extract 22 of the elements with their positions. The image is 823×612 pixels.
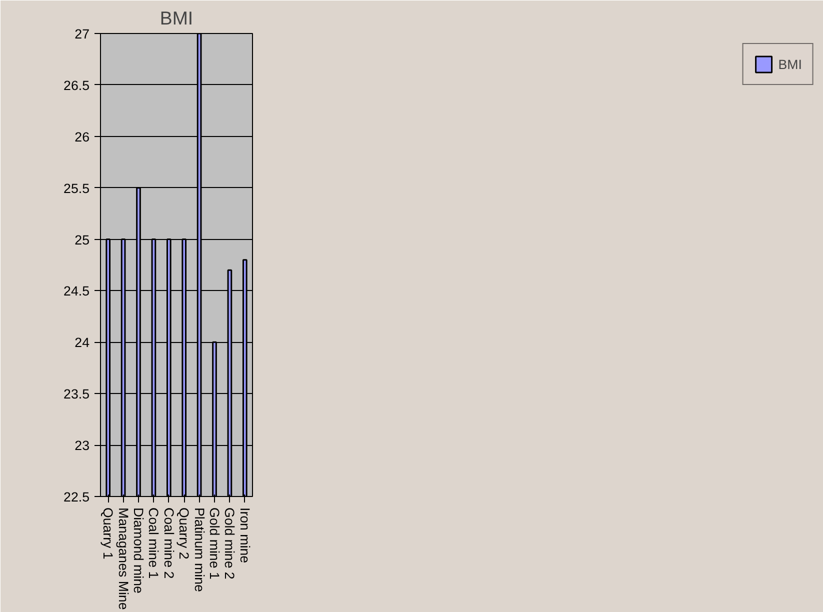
y-tick-label: 23.5	[64, 386, 90, 402]
x-tick-label: Iron mine	[237, 508, 252, 564]
x-tick-label: Quarry 2	[176, 508, 192, 560]
y-tick-label: 26.5	[64, 78, 90, 93]
y-tick-label: 26	[74, 129, 90, 144]
x-tick-label: Platinum mine	[192, 508, 207, 592]
y-tick-label: 27	[74, 26, 90, 42]
y-tick-label: 23	[74, 438, 90, 454]
x-tick-label: Diamond mine	[131, 508, 146, 594]
x-tick-label: Quarry 1	[100, 508, 116, 560]
x-tick-label: Coal mine 2	[161, 508, 176, 579]
x-tick-label: Gold mine 1	[207, 508, 222, 580]
x-tick-label: Coal mine 1	[146, 508, 162, 579]
y-tick-label: 22.5	[64, 490, 90, 504]
y-tick-label: 24.5	[64, 284, 90, 299]
x-tick-label: Gold mine 2	[222, 508, 238, 580]
x-tick-label: Managanes Mine	[116, 508, 131, 610]
y-tick-label: 24	[74, 335, 90, 350]
y-tick-label: 25.5	[64, 180, 90, 196]
chart-title: BMI	[160, 8, 194, 28]
legend-label: BMI	[778, 56, 802, 72]
y-tick-label: 25	[74, 232, 90, 248]
